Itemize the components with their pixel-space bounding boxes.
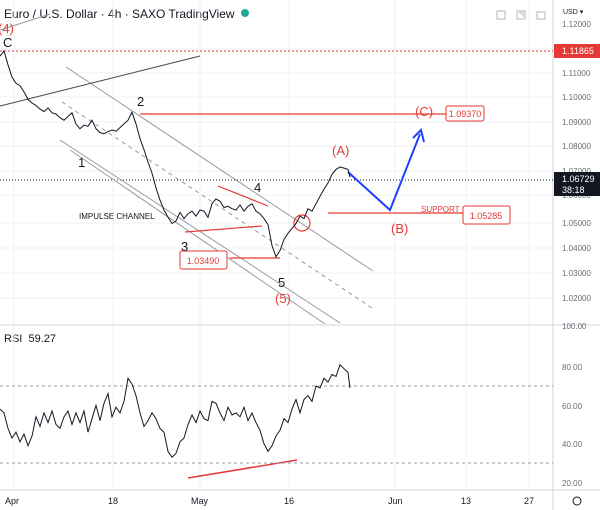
label-wave-B: (B) — [391, 221, 408, 236]
price-tick-10: 1.03000 — [562, 269, 591, 278]
support-label: SUPPORT — [421, 205, 460, 214]
wave-line-prev — [0, 13, 51, 31]
label-wave-C: (C) — [415, 104, 433, 119]
price-tick-8: 1.05000 — [562, 219, 591, 228]
time-tick-4: 16 — [284, 496, 294, 506]
maximize-icon[interactable] — [496, 10, 506, 20]
chevron-down-icon: ▾ — [579, 9, 584, 16]
time-tick-5: Jun — [388, 496, 403, 506]
label-wave-4-prev: (4) — [0, 21, 14, 36]
impulse-channel-label: IMPULSE CHANNEL — [79, 212, 155, 221]
time-tick-7: 27 — [524, 496, 534, 506]
label-wave-2: 2 — [137, 94, 144, 109]
projection-path — [347, 133, 421, 212]
projection-arrow-icon — [412, 128, 425, 143]
countdown-label: 38:18 — [562, 185, 585, 195]
label-wave-5-paren: (5) — [275, 291, 291, 306]
label-wave-4: 4 — [254, 180, 261, 195]
label-wave-3: 3 — [181, 239, 188, 254]
label-wave-5: 5 — [278, 275, 285, 290]
label-wave-1: 1 — [78, 155, 85, 170]
box-top-value: 1.09370 — [449, 109, 482, 119]
label-wave-A: (A) — [332, 143, 349, 158]
price-tick-1: 1.12000 — [562, 20, 591, 29]
box-support-value: 1.05285 — [470, 211, 503, 221]
top-level-label: 1.11865 — [562, 46, 594, 56]
rsi-label: RSI — [4, 333, 23, 345]
price-tick-9: 1.04000 — [562, 244, 591, 253]
rsi-tick-4: 20.00 — [562, 479, 583, 488]
price-tick-4: 1.09000 — [562, 118, 591, 127]
time-tick-3: May — [191, 496, 209, 506]
label-wave-c: C — [3, 35, 12, 50]
box-low-value: 1.03490 — [187, 256, 220, 266]
currency-value: USD — [563, 9, 578, 16]
price-tick-3: 1.10000 — [562, 93, 591, 102]
breakout-circle — [293, 214, 311, 232]
rsi-tick-1: 80.00 — [562, 363, 583, 372]
market-status-icon — [240, 9, 249, 17]
camera-icon[interactable] — [536, 11, 546, 20]
time-tick-6: 13 — [461, 496, 471, 506]
last-price-label: 1.06729 — [562, 174, 595, 184]
rsi-tick-3: 40.00 — [562, 440, 583, 449]
wave4-line-a — [184, 225, 263, 233]
fullscreen-icon[interactable] — [516, 10, 526, 20]
channel-lower-2 — [69, 149, 326, 325]
wave4-line-b — [217, 185, 269, 207]
rsi-series-line — [0, 363, 351, 458]
channel-lower — [59, 139, 341, 324]
chart-header: Euro / U.S. Dollar · 4h · SAXO TradingVi… — [4, 7, 249, 21]
price-tick-6: 1.07000 — [562, 167, 591, 176]
rsi-value: 59.27 — [28, 333, 56, 345]
price-tick-2: 1.11000 — [562, 69, 591, 78]
price-tick-11: 1.02000 — [562, 294, 591, 303]
price-tick-5: 1.08000 — [562, 142, 591, 151]
time-tick-2: 18 — [108, 496, 118, 506]
channel-upper — [65, 66, 374, 272]
trend-line-dark — [0, 55, 201, 107]
price-tick-12: 100.00 — [562, 322, 587, 331]
channel-mid — [61, 101, 376, 311]
rsi-tick-2: 60.00 — [562, 402, 583, 411]
chart-title: Euro / U.S. Dollar · 4h · SAXO TradingVi… — [4, 7, 235, 21]
currency-selector[interactable]: USD ▾ — [561, 6, 583, 16]
time-tick-1: Apr — [5, 496, 19, 506]
chart-toolbar — [496, 10, 582, 506]
price-series-line — [0, 49, 351, 259]
settings-gear-icon[interactable] — [572, 496, 582, 506]
rsi-header: RSI 59.27 — [4, 333, 56, 345]
